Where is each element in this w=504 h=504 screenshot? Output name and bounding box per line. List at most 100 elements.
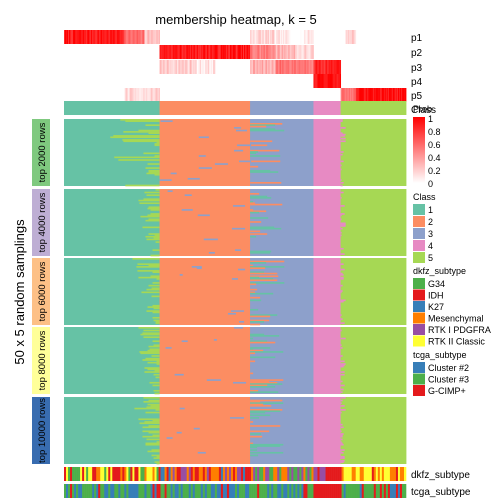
- dkfz-subtype-cell: [267, 467, 270, 481]
- membership-cell: [269, 60, 271, 74]
- dkfz-subtype-cell: [144, 467, 147, 481]
- dkfz-subtype-cell: [156, 467, 159, 481]
- reassigned-cell: [340, 402, 342, 404]
- reassigned-cell: [340, 384, 345, 387]
- membership-cell: [385, 88, 388, 102]
- reassigned-cell: [147, 207, 160, 210]
- dkfz-subtype-cell: [82, 467, 85, 481]
- membership-cell: [179, 45, 182, 59]
- tcga-subtype-cell: [279, 484, 282, 498]
- membership-cell: [347, 88, 350, 102]
- reassigned-cell: [142, 426, 160, 429]
- tcga-subtype-cell: [110, 484, 113, 498]
- dkfz-legend-swatch: [413, 312, 425, 324]
- reassigned-cell: [139, 422, 160, 425]
- membership-cell: [278, 45, 280, 59]
- dkfz-subtype-cell: [192, 467, 196, 481]
- dkfz-subtype-cell: [66, 467, 69, 481]
- dkfz-subtype-cell: [245, 467, 248, 481]
- membership-cell: [199, 45, 202, 59]
- dkfz-subtype-cell: [379, 467, 383, 481]
- tcga-subtype-cell: [383, 484, 387, 498]
- membership-cell: [271, 45, 273, 59]
- group-color-bar: [32, 258, 50, 325]
- membership-cell: [363, 88, 366, 102]
- membership-cell: [396, 88, 399, 102]
- tcga-subtype-cell: [283, 484, 286, 498]
- dkfz-subtype-cell: [395, 467, 399, 481]
- prob-legend-tick: 0: [428, 179, 433, 189]
- class-region-2: [159, 397, 251, 464]
- class-legend-title: Class: [413, 192, 436, 202]
- class-legend-swatch-3: [413, 228, 425, 239]
- membership-cell: [306, 30, 308, 44]
- membership-cell: [202, 45, 205, 59]
- reassigned-cell: [138, 418, 160, 421]
- reassigned-cell: [250, 272, 278, 275]
- tcga-subtype-cell: [273, 484, 276, 498]
- membership-cell: [171, 45, 174, 59]
- dkfz-subtype-cell: [391, 467, 395, 481]
- group-color-bar: [32, 327, 50, 394]
- reassigned-cell: [233, 127, 242, 129]
- reassigned-cell: [147, 349, 160, 352]
- reassigned-cell: [340, 397, 346, 399]
- reassigned-cell: [250, 337, 254, 340]
- dkfz-subtype-cell: [269, 467, 272, 481]
- reassigned-cell: [340, 450, 342, 453]
- membership-cell: [82, 30, 84, 44]
- membership-cell: [301, 30, 303, 44]
- dkfz-subtype-cell: [317, 467, 320, 481]
- dkfz-subtype-cell: [235, 467, 238, 481]
- dkfz-subtype-cell: [120, 467, 123, 481]
- membership-cell: [285, 30, 287, 44]
- membership-cell: [69, 30, 71, 44]
- membership-cell: [134, 30, 136, 44]
- reassigned-cell: [250, 414, 271, 417]
- membership-cell: [319, 74, 321, 88]
- membership-cell: [300, 60, 302, 74]
- membership-cell: [267, 60, 269, 74]
- tcga-subtype-cell: [323, 484, 326, 498]
- reassigned-cell: [208, 251, 215, 254]
- tcga-subtype-cell: [150, 484, 153, 498]
- tcga-subtype-cell: [401, 484, 405, 498]
- membership-cell: [283, 30, 285, 44]
- reassigned-cell: [250, 144, 268, 147]
- reassigned-cell: [340, 457, 345, 459]
- reassigned-cell: [232, 381, 247, 384]
- membership-cell: [290, 60, 292, 74]
- tcga-subtype-cell: [84, 484, 87, 498]
- dkfz-subtype-cell: [385, 467, 389, 481]
- reassigned-cell: [250, 449, 258, 451]
- dkfz-subtype-cell: [347, 467, 350, 481]
- reassigned-cell: [250, 425, 281, 427]
- dkfz-subtype-cell: [275, 467, 278, 481]
- membership-cell: [387, 88, 390, 102]
- membership-cell: [271, 60, 273, 74]
- membership-cell: [223, 45, 226, 59]
- class-legend-label-4: 4: [428, 241, 433, 251]
- dkfz-subtype-cell: [349, 467, 352, 481]
- dkfz-legend-swatch: [413, 335, 425, 347]
- membership-cell: [270, 45, 272, 59]
- tcga-legend-label: Cluster #2: [428, 363, 469, 373]
- reassigned-cell: [229, 417, 245, 419]
- reassigned-cell: [340, 132, 343, 135]
- dkfz-subtype-cell: [271, 467, 274, 481]
- reassigned-cell: [145, 443, 160, 446]
- membership-cell: [277, 60, 279, 74]
- membership-cell: [321, 74, 323, 88]
- membership-cell: [158, 88, 160, 102]
- class-region-4: [313, 119, 342, 186]
- membership-row-p4: [64, 74, 406, 88]
- dkfz-subtype-cell: [333, 467, 336, 481]
- dkfz-subtype-cell: [98, 467, 101, 481]
- membership-cell: [282, 60, 284, 74]
- reassigned-cell: [250, 233, 268, 235]
- membership-cell: [282, 45, 284, 59]
- membership-cell: [162, 45, 164, 59]
- membership-cell: [191, 60, 194, 74]
- reassigned-cell: [340, 461, 344, 463]
- membership-cell: [358, 88, 361, 102]
